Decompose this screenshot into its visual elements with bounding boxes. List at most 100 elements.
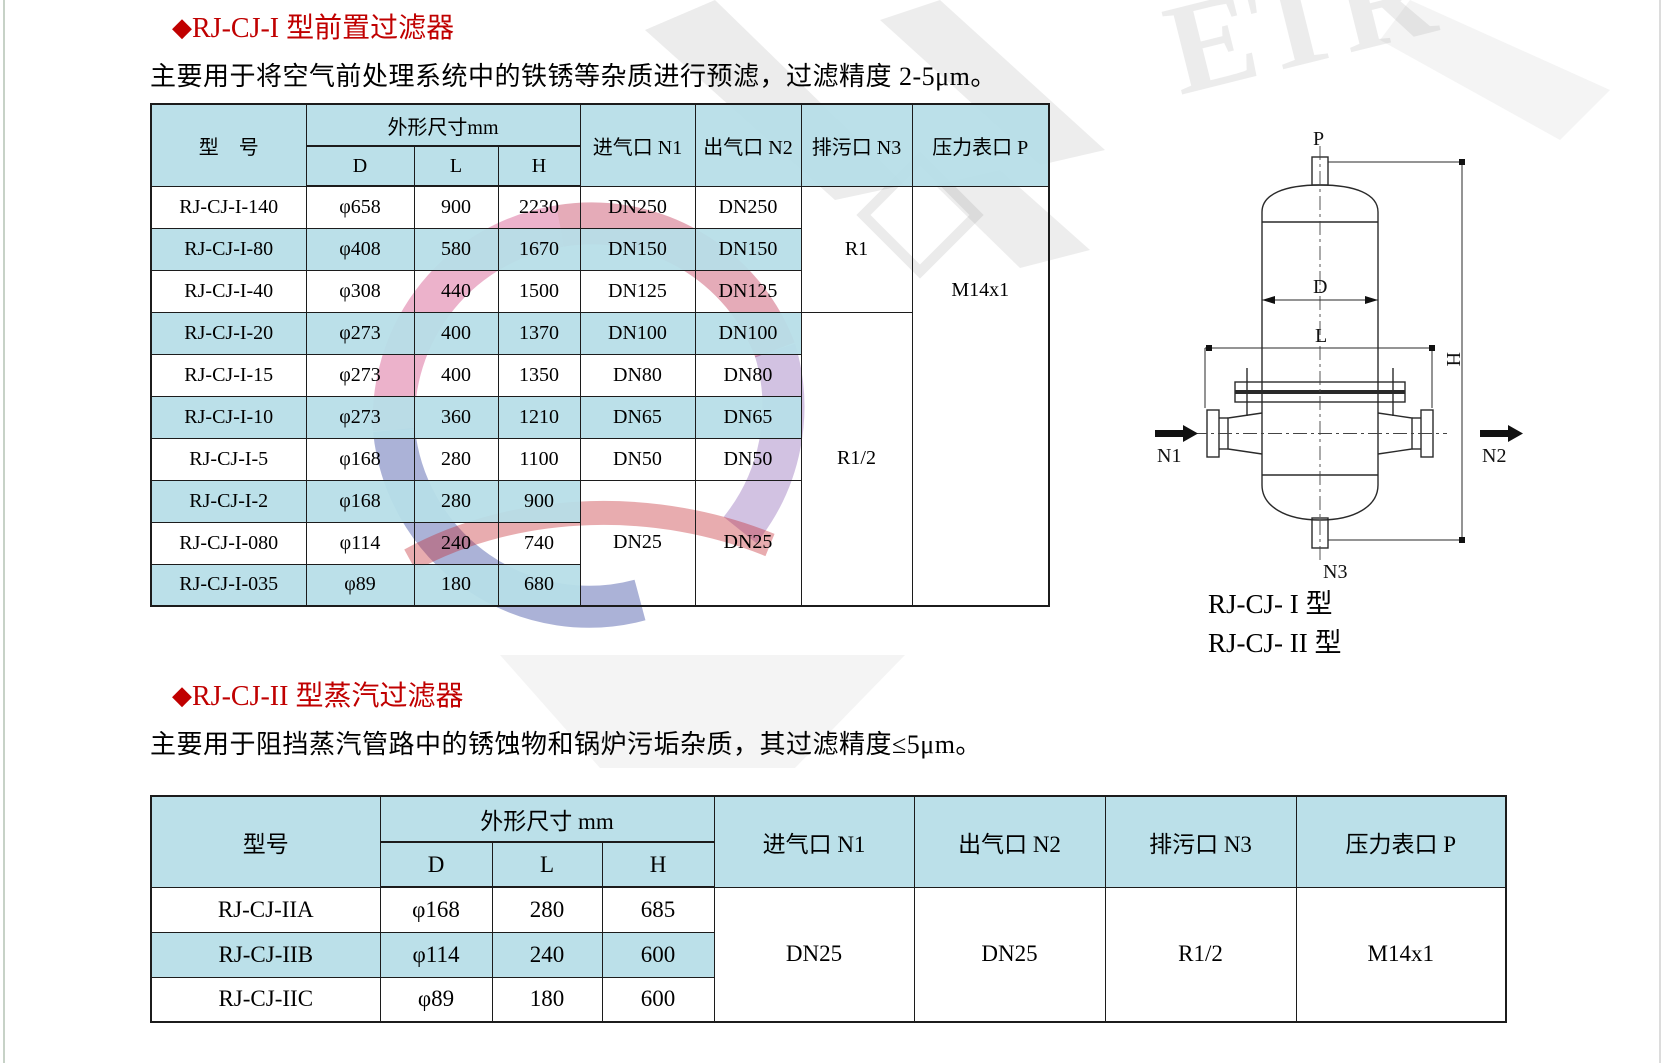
table-cell: RJ-CJ-IIB <box>150 931 381 978</box>
table-cell: 1100 <box>497 437 581 481</box>
table-cell: 740 <box>497 521 581 565</box>
table-cell: 360 <box>413 395 499 439</box>
table-row: RJ-CJ-I-140 φ658 900 2230 DN250 DN250 R1… <box>150 185 1050 607</box>
header-cell-h: H <box>601 841 715 888</box>
page-right-border <box>1659 0 1661 1063</box>
table-row: RJ-CJ-I-80 φ408 580 1670 DN150 DN150 <box>150 227 1049 271</box>
table-cell: RJ-CJ-I-10 <box>150 395 307 439</box>
table-cell: DN80 <box>579 353 696 397</box>
table-cell: 685 <box>601 886 715 933</box>
header-cell-dimensions: 外形尺寸 mm <box>379 795 715 843</box>
table-cell: DN250 <box>694 185 802 229</box>
table-cell: 280 <box>413 479 499 523</box>
table-row: RJ-CJ-IIA φ168 280 685 DN25 DN25 R1/2 M1… <box>150 886 1507 1023</box>
label-l: L <box>1315 325 1327 347</box>
table-cell: DN100 <box>694 311 802 355</box>
table-cell-merged-n3: R1/2 <box>1104 886 1297 1023</box>
label-n1: N1 <box>1157 445 1181 467</box>
table-cell: RJ-CJ-I-15 <box>150 353 307 397</box>
table-cell: 400 <box>413 311 499 355</box>
section1-description: 主要用于将空气前处理系统中的铁锈等杂质进行预滤，过滤精度 2-5μm。 <box>150 62 997 91</box>
table-cell: 1370 <box>497 311 581 355</box>
header-cell-inlet: 进气口 N1 <box>713 795 915 888</box>
table-cell: DN100 <box>579 311 696 355</box>
table-cell: RJ-CJ-I-140 <box>150 185 307 229</box>
table-cell: 2230 <box>497 185 581 229</box>
table-row: RJ-CJ-IIC φ89 180 600 <box>150 976 1506 1023</box>
label-p: P <box>1313 128 1324 150</box>
header-cell-model: 型号 <box>150 795 381 888</box>
diagram-caption-type2: RJ-CJ- II 型 <box>1208 628 1342 658</box>
table-cell-merged-n3-bottom: R1/2 <box>800 311 913 607</box>
diagram-caption-type1: RJ-CJ- I 型 <box>1208 589 1333 619</box>
table-cell: RJ-CJ-IIC <box>150 976 381 1023</box>
table-row: RJ-CJ-I-40 φ308 440 1500 DN125 DN125 <box>150 269 1049 313</box>
table-cell: DN125 <box>694 269 802 313</box>
header-cell-gauge: 压力表口 P <box>1295 795 1507 888</box>
table-cell: φ273 <box>305 395 415 439</box>
table-cell-merged-n2: DN25 <box>694 479 802 607</box>
table-cell: DN50 <box>694 437 802 481</box>
table-cell: 1350 <box>497 353 581 397</box>
header-cell-outlet: 出气口 N2 <box>694 103 802 187</box>
header-cell-dimensions: 外形尺寸mm <box>305 103 581 147</box>
table-cell-merged-n1: DN25 <box>579 479 696 607</box>
label-n2: N2 <box>1482 445 1506 467</box>
table-cell: DN65 <box>694 395 802 439</box>
header-cell-outlet: 出气口 N2 <box>913 795 1106 888</box>
table-cell: RJ-CJ-I-40 <box>150 269 307 313</box>
table-cell: DN65 <box>579 395 696 439</box>
table-cell: 580 <box>413 227 499 271</box>
table-cell: RJ-CJ-I-2 <box>150 479 307 523</box>
table-cell: RJ-CJ-I-035 <box>150 563 307 607</box>
filter-vessel-diagram: P D L H N1 N2 N3 <box>1155 128 1523 583</box>
header-cell-d: D <box>379 841 493 888</box>
table-cell: φ168 <box>305 479 415 523</box>
table-cell: 240 <box>491 931 603 978</box>
table-row: RJ-CJ-I-20 φ273 400 1370 DN100 DN100 R1/… <box>150 311 1049 607</box>
header-cell-gauge: 压力表口 P <box>911 103 1050 187</box>
label-n3: N3 <box>1323 561 1347 583</box>
header-cell-h: H <box>497 145 581 187</box>
table-cell: φ308 <box>305 269 415 313</box>
table-cell: 1210 <box>497 395 581 439</box>
table-cell: RJ-CJ-I-80 <box>150 227 307 271</box>
header-cell-l: L <box>491 841 603 888</box>
table-rj-cj-2: 型号 外形尺寸 mm 进气口 N1 出气口 N2 排污口 N3 压力表口 P D… <box>150 795 1507 1023</box>
table-cell: φ168 <box>379 886 493 933</box>
page-left-border <box>3 0 5 1063</box>
header-cell-drain: 排污口 N3 <box>1104 795 1297 888</box>
table-row: RJ-CJ-I-035 φ89 180 680 <box>150 563 1049 607</box>
header-cell-model: 型 号 <box>150 103 307 187</box>
table-cell: 1500 <box>497 269 581 313</box>
table-cell: φ89 <box>379 976 493 1023</box>
table-cell-merged-gauge: M14x1 <box>1295 886 1507 1023</box>
table-row: RJ-CJ-I-2 φ168 280 900 DN25 DN25 <box>150 479 1049 607</box>
table-cell: RJ-CJ-I-080 <box>150 521 307 565</box>
table-cell: φ89 <box>305 563 415 607</box>
table-row: RJ-CJ-IIB φ114 240 600 <box>150 931 1506 978</box>
table-cell: φ408 <box>305 227 415 271</box>
table-cell: DN50 <box>579 437 696 481</box>
table-cell: DN125 <box>579 269 696 313</box>
section1-title: ◆RJ-CJ-I 型前置过滤器 <box>172 13 455 44</box>
vessel-bottom-dome <box>1261 484 1379 521</box>
table-cell: 680 <box>497 563 581 607</box>
table-cell: φ273 <box>305 353 415 397</box>
table-cell: 1670 <box>497 227 581 271</box>
label-d: D <box>1313 276 1327 298</box>
table-cell: φ168 <box>305 437 415 481</box>
table-cell: 600 <box>601 931 715 978</box>
header-cell-d: D <box>305 145 415 187</box>
table-cell: DN150 <box>579 227 696 271</box>
table-cell: DN80 <box>694 353 802 397</box>
table-cell: 400 <box>413 353 499 397</box>
section2-description: 主要用于阻挡蒸汽管路中的锈蚀物和锅炉污垢杂质，其过滤精度≤5μm。 <box>150 730 982 759</box>
table-cell: DN150 <box>694 227 802 271</box>
header-cell-l: L <box>413 145 499 187</box>
table-cell: 280 <box>413 437 499 481</box>
table-cell: 900 <box>497 479 581 523</box>
table-cell: DN250 <box>579 185 696 229</box>
inlet-flow-arrow <box>1155 425 1198 442</box>
table-cell: 440 <box>413 269 499 313</box>
